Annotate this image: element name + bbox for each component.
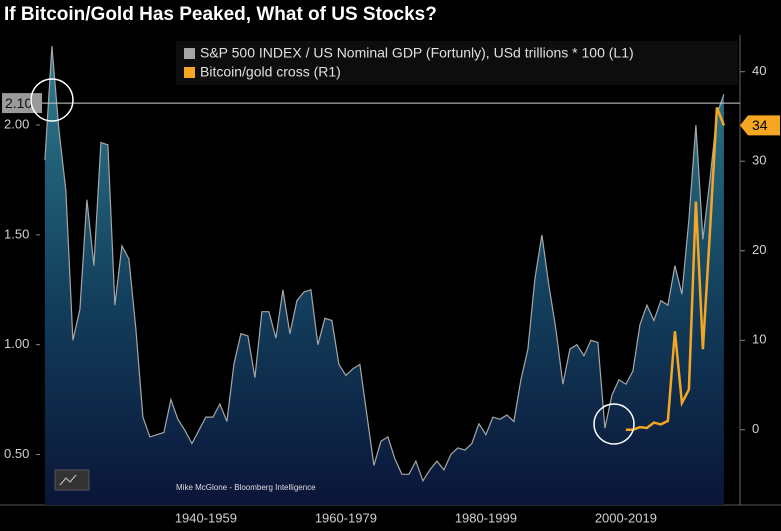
legend-swatch — [184, 67, 195, 78]
chart-title: If Bitcoin/Gold Has Peaked, What of US S… — [4, 4, 437, 25]
last-value-tag — [740, 115, 780, 136]
x-tick-label: 1980-1999 — [455, 510, 517, 525]
y2-tick-label: 0 — [752, 421, 759, 436]
y-tick-label: 0.50 — [4, 446, 29, 461]
x-tick-label: 2000-2019 — [595, 510, 657, 525]
area — [44, 46, 724, 505]
legend-label: S&P 500 INDEX / US Nominal GDP (Fortunly… — [200, 45, 634, 61]
annotation: Mike McGlone - Bloomberg Intelligence — [176, 483, 316, 492]
x-tick-label: 1940-1959 — [175, 510, 237, 525]
reference-label: 2.10 — [5, 95, 32, 111]
last-value-label: 34 — [752, 117, 768, 133]
y-tick-label: 1.50 — [4, 226, 29, 241]
highlight-circle — [593, 403, 635, 445]
y-tick-label: 2.00 — [4, 116, 29, 131]
y-tick-label: 1.00 — [4, 336, 29, 351]
legend-swatch — [184, 48, 195, 59]
y2-tick-label: 30 — [752, 153, 766, 168]
y2-tick-label: 10 — [752, 332, 766, 347]
line — [625, 107, 726, 432]
x-tick-label: 1960-1979 — [315, 510, 377, 525]
highlight-circle — [30, 78, 74, 122]
legend-label: Bitcoin/gold cross (R1) — [200, 64, 341, 80]
legend-box — [176, 41, 738, 85]
y2-tick-label: 40 — [752, 63, 766, 78]
y2-tick-label: 20 — [752, 242, 766, 257]
line — [44, 45, 725, 483]
chart-icon-glyph — [59, 474, 77, 486]
